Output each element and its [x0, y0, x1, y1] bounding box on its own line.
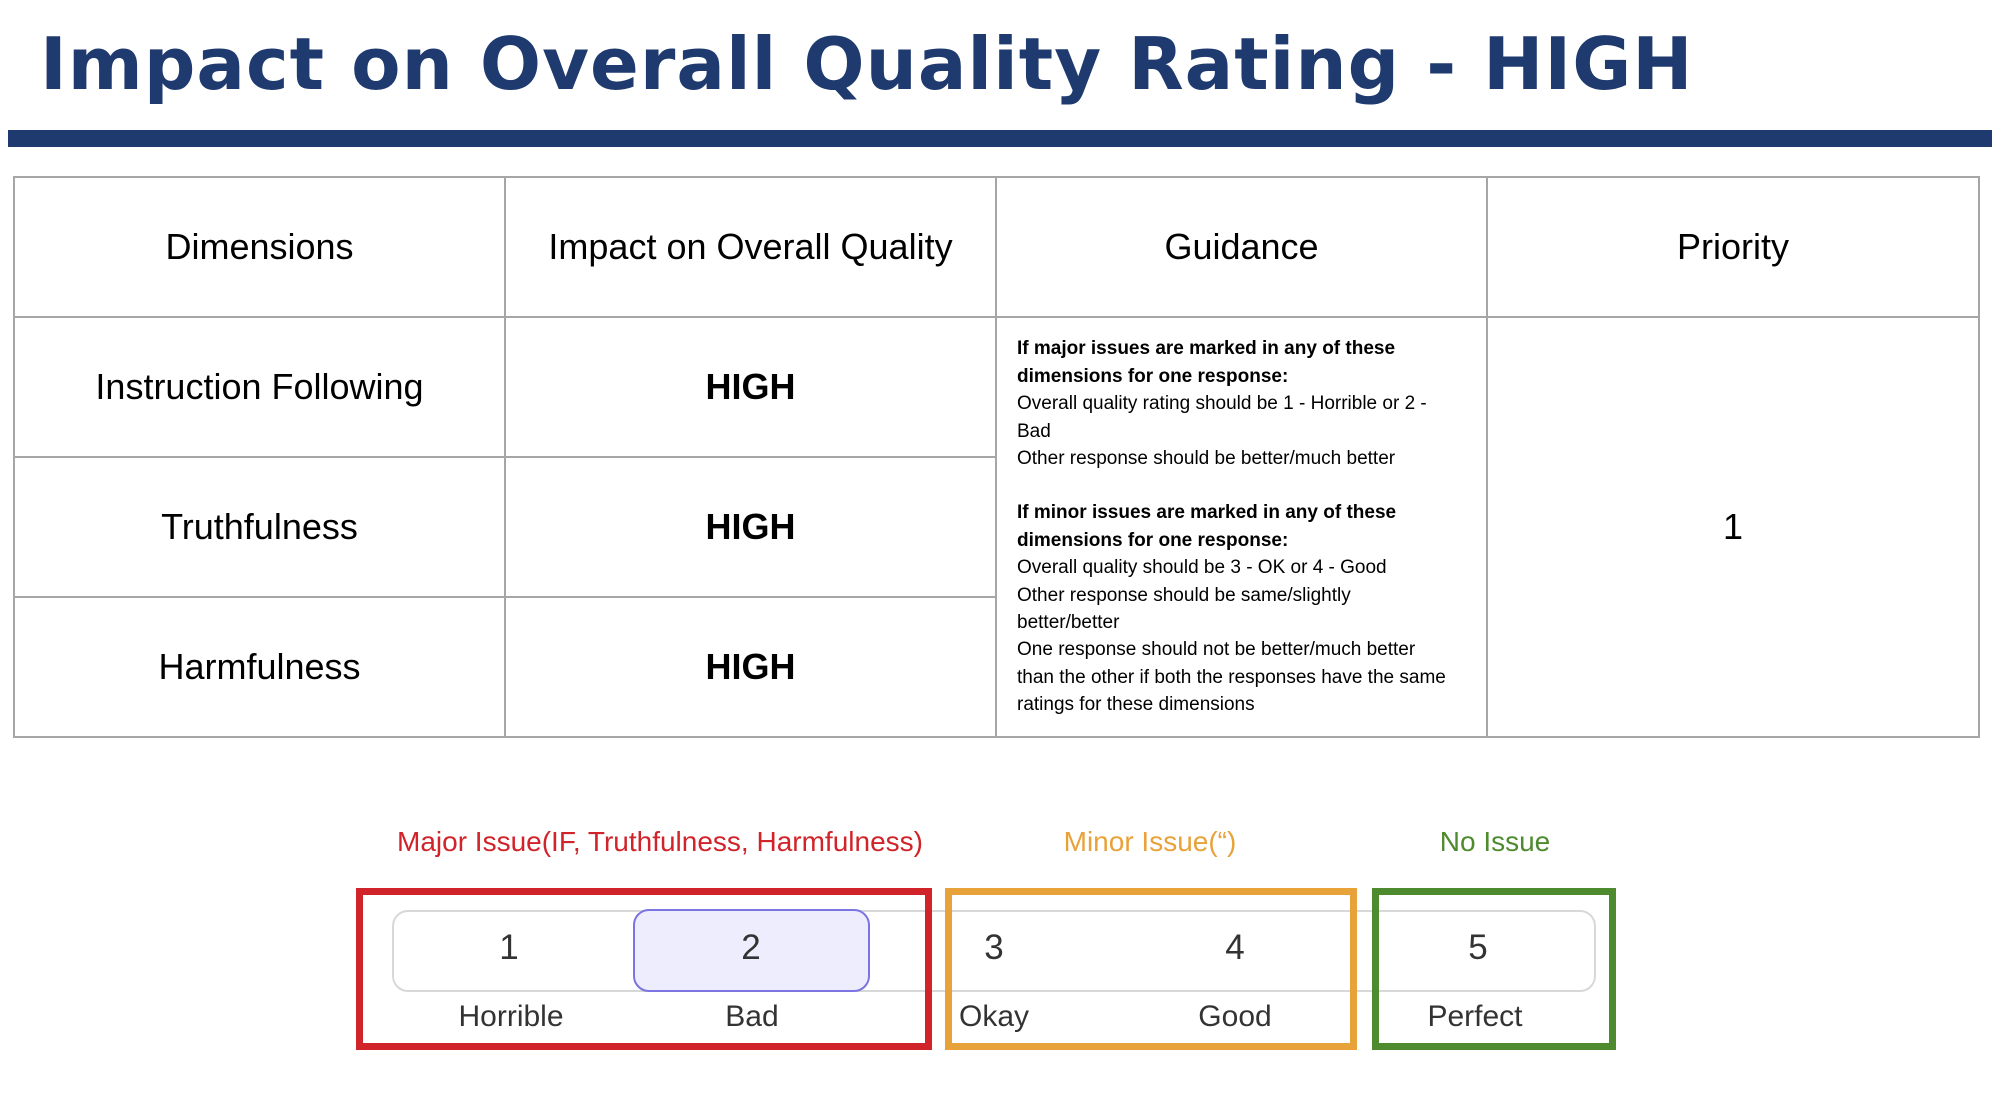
selected-rating-highlight[interactable]: [633, 909, 870, 992]
table-header-row: Dimensions Impact on Overall Quality Gui…: [13, 176, 1980, 318]
rating-label-okay: Okay: [958, 1000, 1030, 1033]
guidance-text: better/better: [1017, 612, 1120, 634]
guidance-text: ratings for these dimensions: [1017, 694, 1255, 716]
dimension-cell: Truthfulness: [13, 456, 506, 598]
minor-issue-box: [945, 888, 1357, 1050]
guidance-text: Overall quality rating should be 1 - Hor…: [1017, 393, 1427, 415]
rating-option-3[interactable]: 3: [984, 928, 1004, 967]
rating-label-horrible: Horrible: [458, 1000, 564, 1033]
rating-label-good: Good: [1198, 1000, 1272, 1033]
major-issue-label: Major Issue(IF, Truthfulness, Harmfulnes…: [397, 826, 923, 857]
title-underline: [8, 130, 1992, 147]
impact-cell: HIGH: [504, 456, 997, 598]
dimension-cell: Instruction Following: [13, 316, 506, 458]
guidance-text: One response should not be better/much b…: [1017, 639, 1416, 661]
rating-option-1[interactable]: 1: [499, 928, 519, 967]
no-issue-box: [1372, 888, 1616, 1050]
major-issue-box: [356, 888, 932, 1050]
guidance-major-heading-cont: dimensions for one response:: [1017, 365, 1289, 387]
guidance-spacer: [1017, 472, 1464, 499]
rating-label-perfect: Perfect: [1427, 1000, 1523, 1033]
guidance-text: Other response should be same/slightly: [1017, 584, 1351, 606]
impact-cell: HIGH: [504, 596, 997, 738]
header-impact: Impact on Overall Quality: [504, 176, 997, 318]
guidance-minor-heading: If minor issues are marked in any of the…: [1017, 502, 1397, 524]
header-dimensions: Dimensions: [13, 176, 506, 318]
dimension-cell: Harmfulness: [13, 596, 506, 738]
guidance-cell: If major issues are marked in any of the…: [995, 316, 1488, 738]
rating-option-2[interactable]: 2: [741, 928, 761, 967]
guidance-minor-heading-cont: dimensions for one response:: [1017, 529, 1289, 551]
priority-cell: 1: [1486, 316, 1980, 738]
table-row: Truthfulness HIGH: [13, 456, 1979, 598]
rating-option-4[interactable]: 4: [1225, 928, 1245, 967]
rating-scale-track: [392, 910, 1596, 992]
guidance-text: Other response should be better/much bet…: [1017, 447, 1396, 469]
header-guidance: Guidance: [995, 176, 1488, 318]
guidance-text: Bad: [1017, 420, 1051, 442]
table-row: Instruction Following HIGH If major issu…: [13, 316, 1980, 738]
table-row: Harmfulness HIGH: [13, 596, 1979, 738]
guidance-text: than the other if both the responses hav…: [1017, 666, 1446, 688]
page-title: Impact on Overall Quality Rating - HIGH: [40, 22, 1694, 106]
rating-option-5[interactable]: 5: [1468, 928, 1488, 967]
rating-label-bad: Bad: [725, 1000, 779, 1033]
header-priority: Priority: [1486, 176, 1980, 318]
impact-table: Dimensions Impact on Overall Quality Gui…: [13, 176, 1980, 738]
impact-cell: HIGH: [504, 316, 997, 458]
guidance-text: Overall quality should be 3 - OK or 4 - …: [1017, 557, 1387, 579]
no-issue-label: No Issue: [1439, 826, 1551, 857]
minor-issue-label: Minor Issue(“): [1063, 826, 1237, 857]
guidance-major-heading: If major issues are marked in any of the…: [1017, 338, 1396, 360]
